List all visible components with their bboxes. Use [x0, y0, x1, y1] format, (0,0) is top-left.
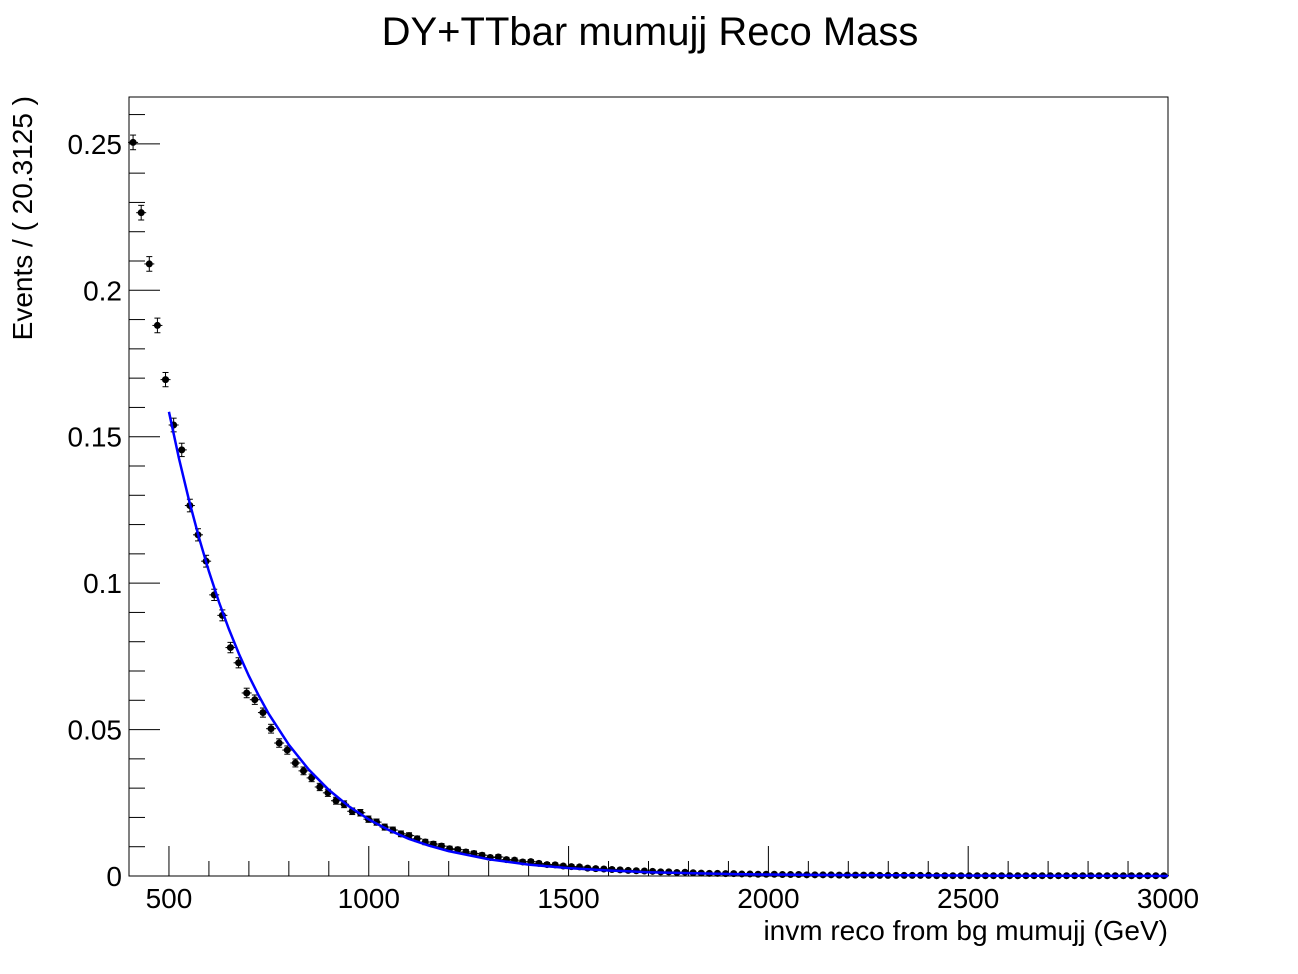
y-axis-label: Events / ( 20.3125 ) — [7, 96, 38, 340]
point-marker — [316, 783, 324, 791]
point-marker — [494, 853, 502, 861]
x-axis: 500 1000 1500 2000 2500 3000 — [128, 846, 1199, 914]
point-marker — [259, 709, 267, 717]
y-axis: 0 0.05 0.1 0.15 0.2 0.25 — [68, 114, 160, 892]
point-marker — [291, 759, 299, 767]
x-tick-label: 1000 — [338, 883, 400, 914]
data-point — [144, 256, 155, 272]
point-marker — [332, 797, 340, 805]
point-marker — [251, 696, 259, 704]
data-point — [160, 371, 171, 388]
data-point — [274, 738, 285, 748]
x-tick-label: 1500 — [537, 883, 599, 914]
data-point — [225, 641, 236, 654]
data-point — [152, 317, 163, 334]
point-marker — [145, 260, 153, 268]
point-marker — [153, 321, 161, 329]
data-point — [290, 758, 301, 768]
point-marker — [308, 774, 316, 782]
point-marker — [267, 725, 275, 733]
data-point — [128, 134, 139, 151]
point-marker — [235, 659, 243, 667]
y-tick-label: 0.25 — [68, 129, 123, 160]
data-point — [282, 745, 293, 755]
point-marker — [283, 746, 291, 754]
y-tick-label: 0 — [106, 861, 122, 892]
point-marker — [243, 689, 251, 697]
x-axis-label: invm reco from bg mumujj (GeV) — [763, 915, 1168, 946]
y-tick-label: 0.1 — [83, 568, 122, 599]
data-point — [257, 707, 268, 718]
plot-frame — [128, 96, 1169, 877]
data-point — [241, 687, 252, 699]
point-marker — [300, 767, 308, 775]
point-marker — [137, 209, 145, 217]
point-marker — [178, 446, 186, 454]
data-point — [136, 204, 147, 221]
point-marker — [129, 138, 137, 146]
point-marker — [162, 376, 170, 384]
x-tick-label: 3000 — [1137, 883, 1199, 914]
data-points — [128, 134, 1169, 880]
fit-curve — [167, 411, 1169, 878]
y-tick-label: 0.15 — [68, 422, 123, 453]
point-marker — [226, 644, 234, 652]
point-marker — [275, 739, 283, 747]
data-point — [249, 694, 260, 705]
y-tick-label: 0.05 — [68, 715, 123, 746]
data-point — [266, 723, 277, 734]
x-tick-label: 2000 — [737, 883, 799, 914]
x-tick-label: 500 — [146, 883, 193, 914]
x-tick-label: 2500 — [937, 883, 999, 914]
data-point — [314, 782, 325, 792]
y-tick-label: 0.2 — [83, 275, 122, 306]
chart-title: DY+TTbar mumujj Reco Mass — [382, 10, 919, 54]
